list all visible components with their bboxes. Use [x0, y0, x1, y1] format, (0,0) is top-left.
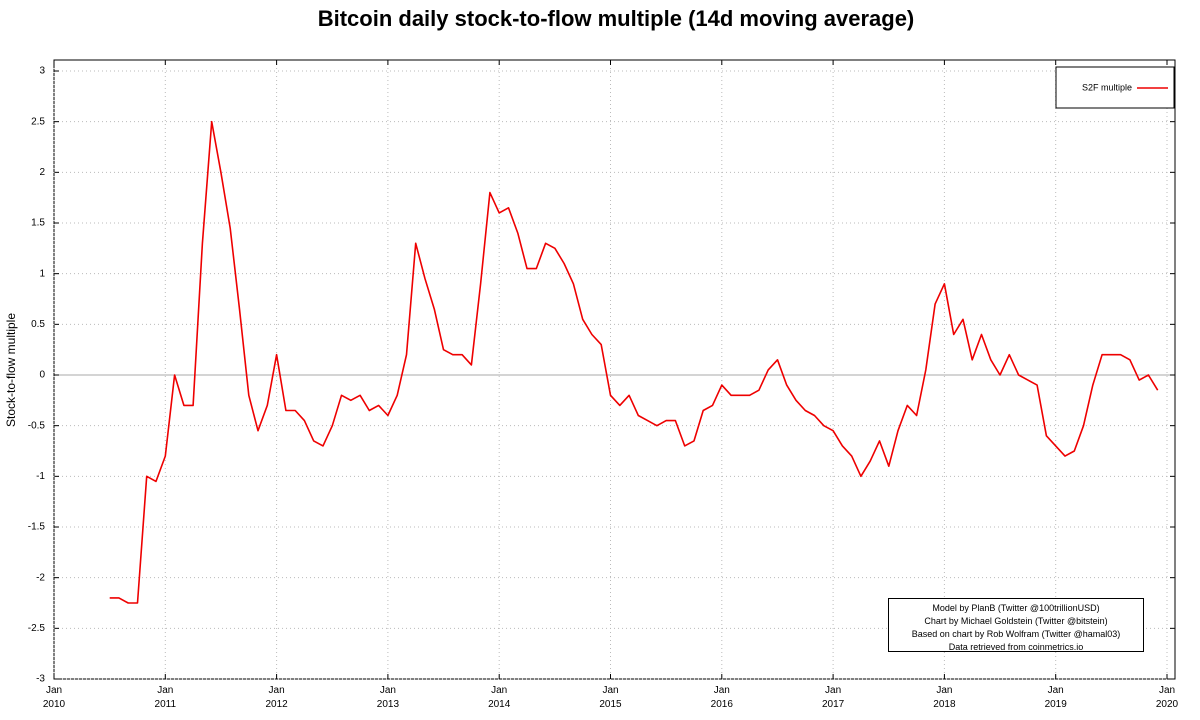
x-tick-label: Jan 2015: [599, 685, 622, 710]
y-tick-label: 2.5: [31, 116, 45, 127]
x-tick-label: Jan 2014: [488, 685, 511, 710]
y-axis-label: Stock-to-flow multiple: [4, 313, 18, 427]
x-tick-label: Jan 2012: [265, 685, 288, 710]
x-tick-label: Jan 2018: [933, 685, 956, 710]
x-tick-label: Jan 2020: [1155, 685, 1179, 710]
y-tick-label: -2: [36, 572, 45, 583]
y-tick-label: 1.5: [31, 218, 45, 229]
x-tick-label: Jan 2010: [42, 685, 66, 710]
chart-title: Bitcoin daily stock-to-flow multiple (14…: [317, 6, 915, 31]
y-tick-label: -1.5: [28, 522, 46, 533]
y-tick-label: 2: [39, 167, 45, 178]
annotation: Model by PlanB (Twitter @100trillionUSD): [932, 603, 1100, 613]
y-tick-label: 0: [39, 370, 45, 381]
y-tick-label: -1: [36, 471, 45, 482]
data-line: [109, 120, 1159, 604]
x-tick-label: Jan 2016: [710, 685, 733, 710]
y-tick-label: -2.5: [28, 623, 46, 634]
credits-box: Model by PlanB (Twitter @100trillionUSD)…: [888, 598, 1144, 652]
y-tick-label: -0.5: [28, 420, 46, 431]
plot-frame: [53, 59, 1176, 680]
x-tick-label: Jan 2013: [376, 685, 400, 710]
y-tick-label: 3: [39, 66, 45, 77]
x-tick-label: Jan 2011: [154, 685, 177, 710]
y-tick-label: 1: [39, 268, 45, 279]
annotation: Based on chart by Rob Wolfram (Twitter @…: [911, 629, 1121, 639]
y-tick-label: 0.5: [31, 319, 45, 330]
y-tick-label: -3: [36, 674, 45, 685]
legend-label: S2F multiple: [1082, 82, 1132, 92]
x-tick-label: Jan 2019: [1044, 685, 1067, 710]
x-tick-label: Jan 2017: [821, 685, 845, 710]
annotation: Chart by Michael Goldstein (Twitter @bit…: [924, 616, 1108, 626]
annotation: Data retrieved from coinmetrics.io: [948, 642, 1084, 652]
